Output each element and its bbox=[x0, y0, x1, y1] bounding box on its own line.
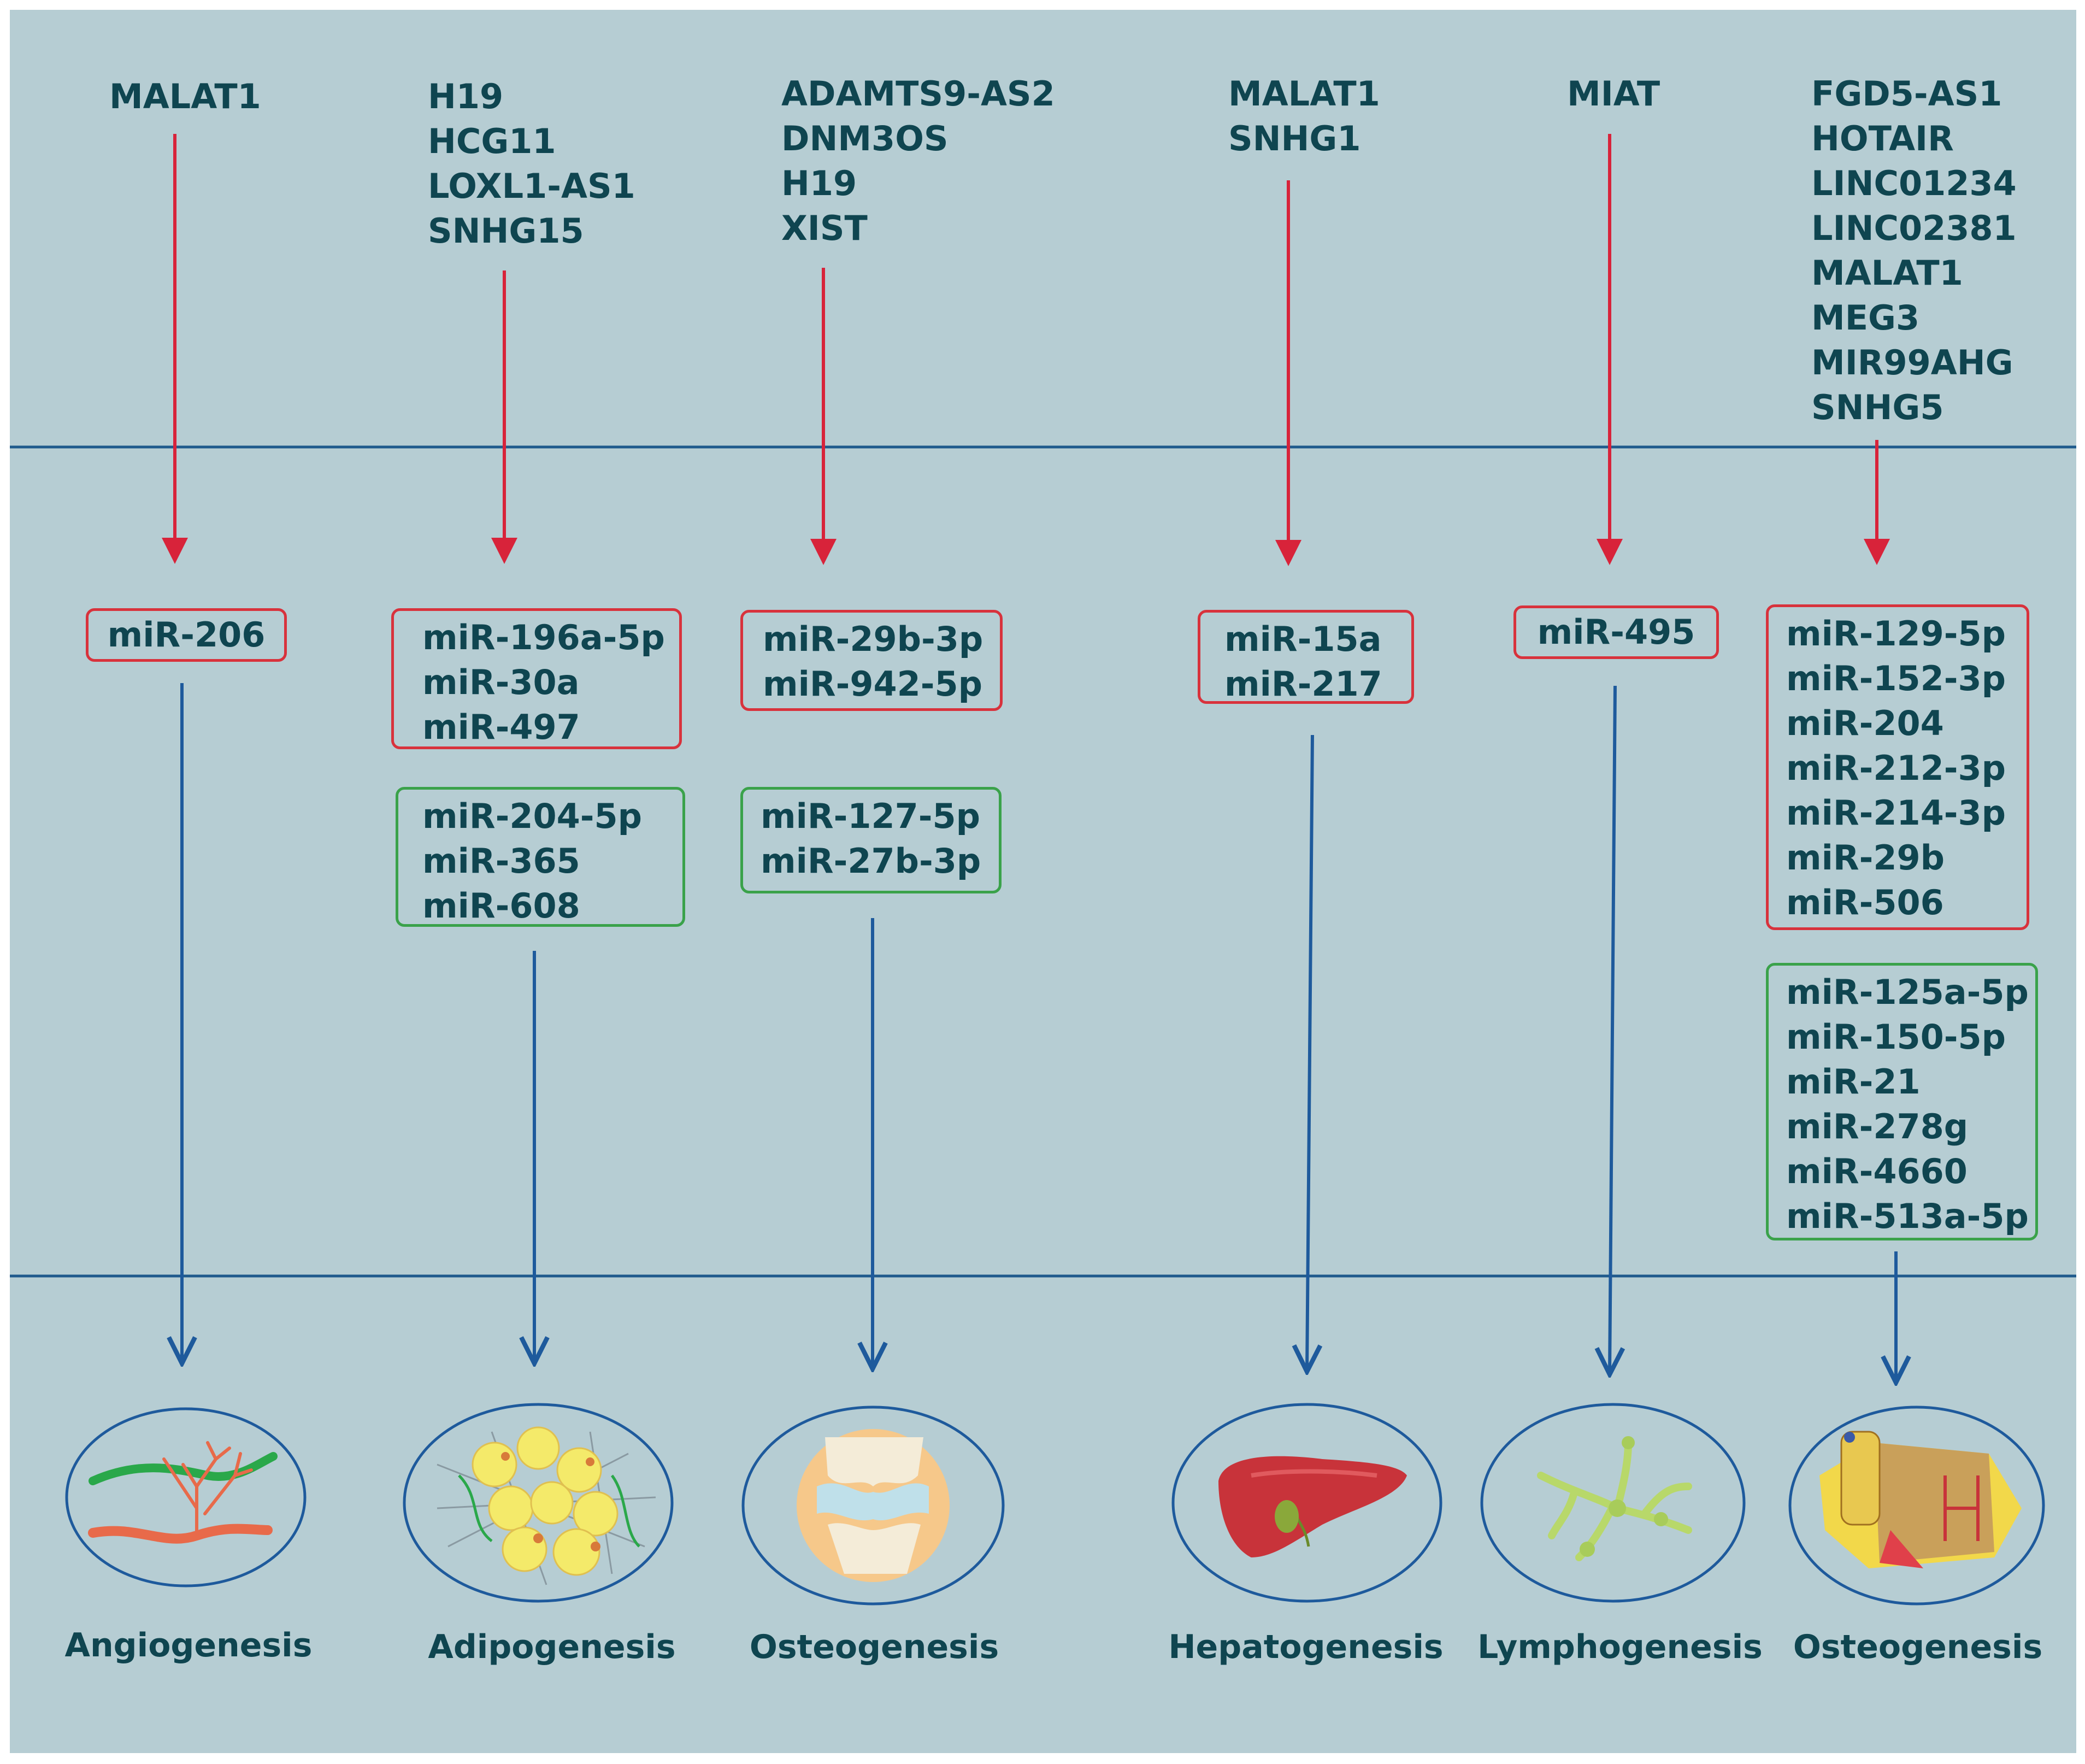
mirna-label: miR-214-3p bbox=[1786, 793, 2006, 833]
inhibit-mirna-box-3: miR-29b-3p miR-942-5p bbox=[740, 610, 1003, 711]
lncrna-label: H19 bbox=[781, 163, 857, 203]
mirna-label: miR-204-5p bbox=[422, 796, 643, 836]
process-label-2: Adipogenesis bbox=[415, 1627, 688, 1667]
lymph-vessel-icon bbox=[1480, 1403, 1746, 1603]
promote-mirna-box-6: miR-125a-5p miR-150-5p miR-21 miR-278g m… bbox=[1766, 963, 2038, 1240]
blood-vessels-icon bbox=[65, 1407, 307, 1587]
mirna-label: miR-365 bbox=[422, 841, 580, 881]
lncrna-label: LOXL1-AS1 bbox=[428, 166, 635, 206]
inhibit-mirna-box-5: miR-495 bbox=[1513, 605, 1719, 659]
mirna-label: miR-152-3p bbox=[1786, 658, 2006, 698]
process-text: Angiogenesis bbox=[64, 1626, 313, 1665]
mirna-label: miR-495 bbox=[1537, 612, 1695, 652]
inhibit-mirna-box-2: miR-196a-5p miR-30a miR-497 bbox=[391, 608, 682, 749]
promote-mirna-box-3: miR-127-5p miR-27b-3p bbox=[740, 787, 1002, 893]
inhibit-mirna-box-6: miR-129-5p miR-152-3p miR-204 miR-212-3p… bbox=[1766, 604, 2029, 930]
process-text: Hepatogenesis bbox=[1168, 1628, 1444, 1666]
mirna-label: miR-4660 bbox=[1786, 1151, 1968, 1191]
mirna-label: miR-942-5p bbox=[763, 664, 983, 704]
process-label-1: Angiogenesis bbox=[60, 1626, 317, 1665]
process-label-6: Osteogenesis bbox=[1787, 1627, 2049, 1667]
mirna-label: miR-608 bbox=[422, 886, 580, 926]
lncrna-label: MEG3 bbox=[1811, 298, 1920, 338]
process-label-3: Osteogenesis bbox=[746, 1627, 1003, 1667]
lncrna-label: SNHG1 bbox=[1228, 119, 1361, 158]
mirna-label: miR-15a bbox=[1224, 619, 1382, 659]
lncrna-label: MALAT1 bbox=[1811, 253, 1963, 293]
inhibit-mirna-box-4: miR-15a miR-217 bbox=[1198, 610, 1414, 704]
bone-section-icon bbox=[1788, 1406, 2045, 1606]
lncrna-list-5: MIAT bbox=[1567, 72, 1660, 116]
fat-cells-icon bbox=[403, 1403, 674, 1603]
lncrna-label: H19 bbox=[428, 77, 504, 116]
mirna-label: miR-212-3p bbox=[1786, 748, 2006, 788]
process-text: Osteogenesis bbox=[1793, 1628, 2043, 1666]
process-text: Osteogenesis bbox=[749, 1628, 999, 1666]
mirna-label: miR-217 bbox=[1224, 664, 1382, 704]
mirna-label: miR-206 bbox=[107, 615, 266, 655]
lncrna-label: MALAT1 bbox=[109, 77, 261, 116]
inhibit-mirna-box-1: miR-206 bbox=[86, 608, 287, 662]
mirna-label: miR-204 bbox=[1786, 703, 1944, 743]
lncrna-label: DNM3OS bbox=[781, 119, 949, 158]
mirna-label: miR-196a-5p bbox=[422, 618, 665, 657]
blue-arrow-4 bbox=[1307, 734, 1312, 1372]
lncrna-label: SNHG5 bbox=[1811, 387, 1944, 427]
blue-arrow-5 bbox=[1610, 685, 1615, 1374]
lncrna-label: LINC02381 bbox=[1811, 208, 2017, 248]
lncrna-label: LINC01234 bbox=[1811, 163, 2017, 203]
lncrna-list-2: H19 HCG11 LOXL1-AS1 SNHG15 bbox=[428, 74, 635, 254]
mirna-label: miR-513a-5p bbox=[1786, 1196, 2029, 1236]
mirna-label: miR-497 bbox=[422, 707, 580, 747]
mirna-label: miR-27b-3p bbox=[761, 841, 981, 881]
lncrna-label: MIAT bbox=[1567, 74, 1660, 114]
lncrna-label: SNHG15 bbox=[428, 211, 584, 251]
lncrna-list-3: ADAMTS9-AS2 DNM3OS H19 XIST bbox=[781, 72, 1055, 251]
lncrna-label: XIST bbox=[781, 208, 868, 248]
mirna-label: miR-29b bbox=[1786, 838, 1945, 878]
lncrna-label: HOTAIR bbox=[1811, 119, 1954, 158]
lncrna-list-1: MALAT1 bbox=[109, 74, 261, 119]
mirna-label: miR-129-5p bbox=[1786, 614, 2006, 654]
liver-icon bbox=[1171, 1403, 1442, 1603]
lncrna-label: MALAT1 bbox=[1228, 74, 1380, 114]
lncrna-list-4: MALAT1 SNHG1 bbox=[1228, 72, 1380, 161]
mirna-label: miR-21 bbox=[1786, 1062, 1921, 1102]
promote-mirna-box-2: miR-204-5p miR-365 miR-608 bbox=[396, 787, 685, 927]
lncrna-label: HCG11 bbox=[428, 121, 556, 161]
process-label-5: Lymphogenesis bbox=[1470, 1627, 1770, 1667]
process-text: Adipogenesis bbox=[428, 1628, 676, 1666]
mirna-label: miR-125a-5p bbox=[1786, 972, 2029, 1012]
mirna-label: miR-506 bbox=[1786, 883, 1944, 922]
mirna-label: miR-150-5p bbox=[1786, 1017, 2006, 1057]
knee-joint-icon bbox=[741, 1406, 1005, 1606]
lncrna-label: ADAMTS9-AS2 bbox=[781, 74, 1055, 114]
mirna-label: miR-127-5p bbox=[761, 796, 981, 836]
mirna-label: miR-30a bbox=[422, 662, 580, 702]
process-text: Lymphogenesis bbox=[1477, 1628, 1763, 1666]
mirna-label: miR-278g bbox=[1786, 1107, 1969, 1146]
lncrna-list-6: FGD5-AS1 HOTAIR LINC01234 LINC02381 MALA… bbox=[1811, 72, 2017, 430]
lncrna-label: FGD5-AS1 bbox=[1811, 74, 2002, 114]
process-label-4: Hepatogenesis bbox=[1161, 1627, 1451, 1667]
mirna-label: miR-29b-3p bbox=[763, 619, 983, 659]
lncrna-label: MIR99AHG bbox=[1811, 343, 2013, 383]
